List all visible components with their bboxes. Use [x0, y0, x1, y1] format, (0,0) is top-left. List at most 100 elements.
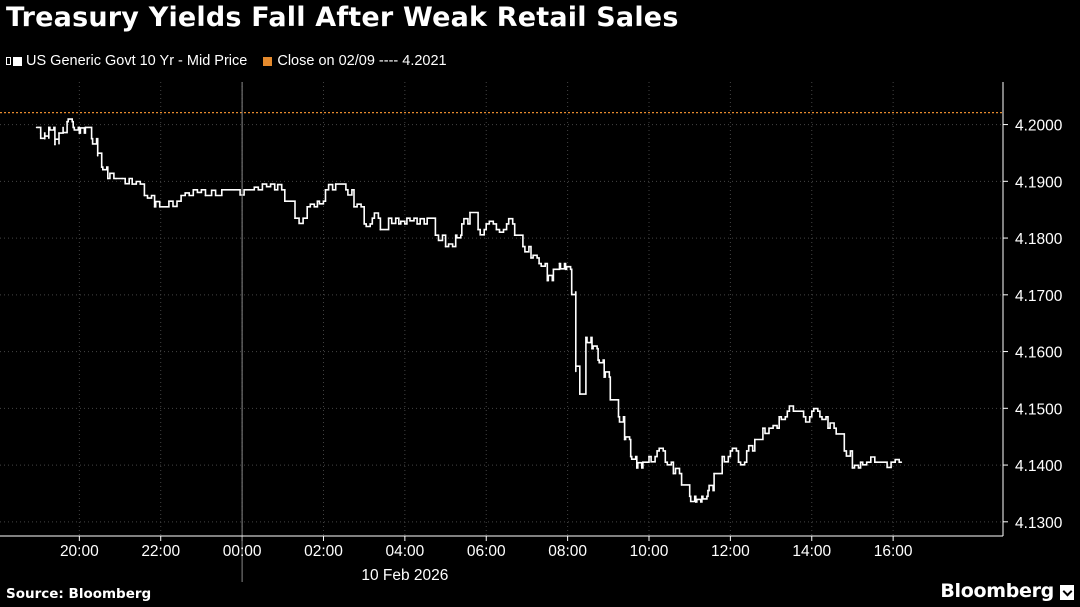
data-point [579, 393, 581, 395]
bloomberg-logo: Bloomberg [940, 580, 1054, 602]
data-point [444, 245, 447, 248]
data-point [786, 410, 789, 413]
x-tick-label: 10:00 [630, 543, 669, 560]
data-point [770, 427, 772, 430]
tick-labels: 4.1300 4.1400 4.1500 4.1600 4.1700 4.1800 4.19… [60, 118, 1063, 584]
data-point [249, 189, 251, 191]
data-point [84, 126, 87, 129]
data-point [345, 189, 347, 191]
x-tick-label: 04:00 [385, 543, 424, 560]
data-point [859, 461, 862, 464]
data-point [316, 200, 319, 202]
data-point [558, 262, 561, 265]
data-point [159, 206, 162, 208]
data-point [115, 177, 117, 180]
data-point [721, 455, 723, 458]
data-point [44, 137, 46, 140]
data-point [762, 427, 764, 430]
data-point [570, 291, 573, 293]
data-point [469, 211, 471, 214]
data-point [306, 206, 309, 208]
data-point [78, 132, 81, 134]
data-point [745, 450, 748, 452]
data-point [530, 257, 532, 259]
data-point [35, 126, 38, 129]
data-point [192, 189, 195, 191]
data-point [261, 183, 264, 185]
data-point [284, 200, 286, 202]
x-date-label: 10 Feb 2026 [361, 567, 448, 584]
data-point [505, 223, 508, 225]
x-tick-label: 22:00 [141, 543, 180, 560]
data-point [454, 234, 457, 236]
data-point [233, 189, 235, 191]
x-tick-label: 14:00 [792, 543, 831, 560]
data-point [546, 279, 549, 282]
data-point [575, 370, 577, 373]
data-point [426, 217, 429, 219]
data-point [688, 495, 691, 498]
data-point [180, 194, 182, 197]
y-tick-label: 4.1900 [1015, 174, 1063, 191]
data-point [434, 234, 437, 236]
data-point [729, 450, 732, 452]
y-tick-label: 4.1700 [1015, 288, 1063, 305]
data-point [656, 450, 658, 452]
legend-item-close: Close on 02/09 ---- 4.2021 [263, 53, 447, 69]
data-point [629, 455, 632, 458]
data-point [591, 347, 593, 350]
x-tick-label: 20:00 [60, 543, 99, 560]
data-point [884, 461, 886, 464]
data-point [636, 467, 638, 469]
x-tick-label: 16:00 [874, 543, 913, 560]
data-point [680, 484, 683, 486]
chart-title: Treasury Yields Fall After Weak Retail S… [6, 2, 679, 33]
data-point [642, 461, 644, 464]
y-tick-label: 4.1300 [1015, 515, 1063, 532]
data-point [513, 234, 516, 236]
data-point [900, 461, 903, 464]
data-point [672, 472, 675, 475]
data-point [876, 461, 878, 464]
data-point [552, 268, 555, 271]
data-point [827, 427, 829, 430]
data-point [334, 183, 337, 185]
data-point [778, 416, 780, 418]
data-point [39, 132, 42, 134]
data-point [609, 399, 612, 401]
y-tick-label: 4.2000 [1015, 118, 1063, 135]
series-group [35, 118, 903, 503]
legend-close-label: Close on 02/09 ---- 4.2021 [277, 53, 447, 69]
data-point [204, 194, 207, 197]
y-tick-label: 4.1500 [1015, 401, 1063, 418]
data-point [294, 217, 296, 219]
data-point [564, 268, 567, 271]
data-point [695, 501, 697, 503]
data-point [66, 120, 68, 123]
data-point [603, 376, 605, 378]
data-point [62, 126, 64, 129]
legend-series-label: US Generic Govt 10 Yr - Mid Price [26, 53, 248, 69]
data-point [107, 177, 109, 180]
x-tick-label: 12:00 [711, 543, 750, 560]
data-point [811, 410, 813, 413]
data-point [701, 495, 703, 498]
data-point [406, 217, 408, 219]
data-point [617, 416, 620, 418]
data-point [538, 262, 540, 265]
data-point [495, 228, 498, 231]
data-point [597, 359, 599, 361]
series-line [36, 118, 902, 503]
data-point [398, 223, 400, 225]
data-point [58, 132, 60, 134]
line-marker-icon [6, 57, 11, 65]
legend: US Generic Govt 10 Yr - Mid Price Close … [6, 53, 463, 69]
data-point [802, 416, 805, 418]
data-point [54, 143, 56, 146]
x-tick-label: 08:00 [548, 543, 587, 560]
data-point [648, 455, 650, 458]
data-point [153, 206, 156, 208]
data-point [90, 137, 93, 140]
data-point [477, 228, 479, 231]
data-point [485, 223, 488, 225]
